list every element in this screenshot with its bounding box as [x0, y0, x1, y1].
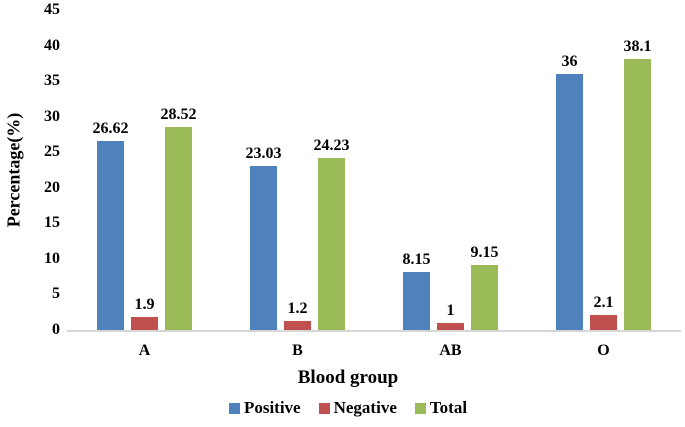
y-tick-label: 35	[44, 72, 60, 90]
x-axis-line	[67, 330, 681, 332]
bar-value-label: 9.15	[470, 243, 499, 261]
bar-positive-o	[556, 74, 583, 330]
bar-value-label: 36	[561, 53, 578, 70]
legend-label-negative: Negative	[333, 398, 397, 417]
bar-value-label: 38.1	[623, 38, 652, 56]
y-tick-label: 15	[44, 214, 60, 232]
bar-positive-a	[97, 140, 124, 330]
plot-area: 26.62 1.9 28.52 23.03 1.2 24.23 8.15 1 9.15 36 2.1…	[67, 0, 681, 332]
legend-swatch-positive-icon	[228, 402, 240, 414]
bar-total-a	[165, 127, 192, 330]
bar-negative-b	[284, 321, 311, 330]
legend: Positive Negative Total	[0, 395, 685, 421]
bar-positive-ab	[403, 272, 430, 330]
bar-positive-b	[250, 166, 277, 330]
y-tick-label: 5	[52, 285, 60, 303]
bar-value-label: 1	[446, 301, 455, 319]
bar-value-label: 23.03	[245, 145, 282, 163]
bar-negative-o	[590, 315, 617, 330]
legend-label-total: Total	[429, 398, 468, 417]
y-tick-label: 25	[44, 143, 60, 161]
y-tick-label: 30	[44, 107, 60, 125]
y-tick-label: 40	[44, 36, 60, 54]
bar-total-ab	[471, 264, 498, 330]
legend-swatch-negative-icon	[318, 402, 330, 414]
legend-item-negative: Negative	[318, 398, 397, 418]
x-axis-title: Blood group	[297, 367, 399, 388]
bar-value-label: 24.23	[313, 136, 350, 154]
x-category-label-b: B	[292, 342, 303, 359]
legend-item-total: Total	[414, 398, 468, 418]
bar-value-label: 1.2	[287, 300, 308, 318]
legend-swatch-total-icon	[414, 402, 426, 414]
legend-item-positive: Positive	[228, 398, 301, 418]
y-tick-label: 10	[44, 249, 60, 267]
bar-total-b	[318, 157, 345, 330]
bar-value-label: 28.52	[160, 106, 197, 124]
x-category-label-ab: AB	[439, 342, 462, 359]
x-category-label-a: A	[138, 342, 151, 359]
bar-total-o	[624, 59, 651, 330]
bar-value-label: 1.9	[134, 295, 155, 313]
bar-negative-ab	[437, 322, 464, 330]
y-axis-tick-labels: 0 5 10 15 20 25 30 35 40 45	[0, 0, 60, 340]
y-tick-label: 0	[52, 321, 60, 338]
x-category-label-o: O	[597, 342, 610, 359]
bar-value-label: 26.62	[92, 119, 129, 137]
bar-negative-a	[131, 316, 158, 330]
y-tick-label: 20	[44, 178, 60, 196]
y-tick-label: 45	[44, 1, 60, 18]
x-axis-category-labels: A B AB O	[0, 341, 685, 363]
bar-value-label: 8.15	[402, 251, 431, 269]
legend-label-positive: Positive	[243, 398, 301, 417]
bar-value-label: 2.1	[593, 294, 614, 312]
